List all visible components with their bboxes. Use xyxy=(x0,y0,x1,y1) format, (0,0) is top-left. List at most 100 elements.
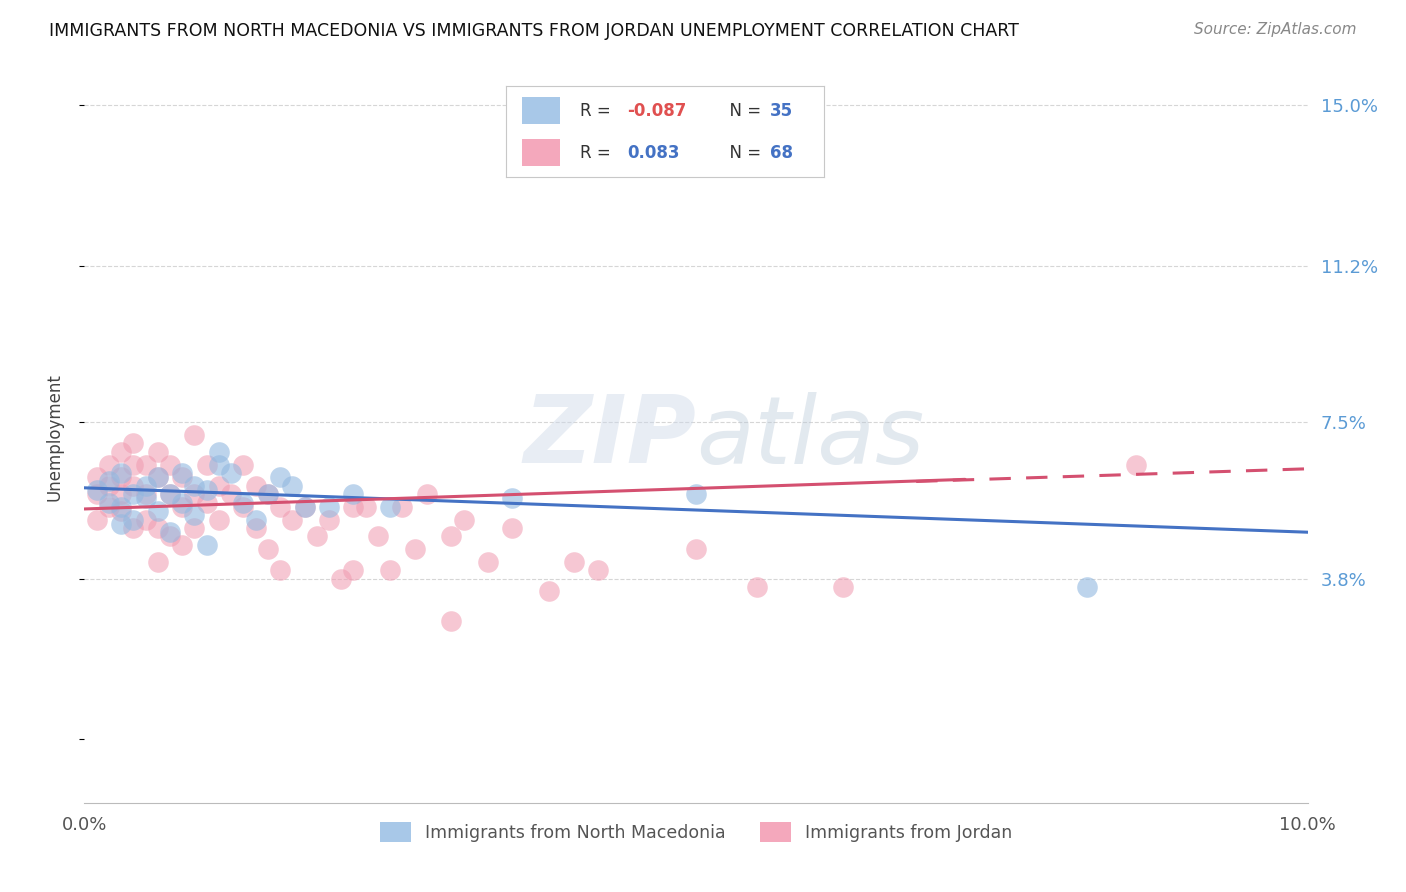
Point xyxy=(245,479,267,493)
Point xyxy=(135,512,157,526)
Point xyxy=(257,542,280,557)
Point xyxy=(245,521,267,535)
Point xyxy=(97,495,120,509)
Point xyxy=(562,555,585,569)
Point xyxy=(685,542,707,557)
Point xyxy=(159,487,181,501)
Point xyxy=(831,580,853,594)
Point xyxy=(146,521,169,535)
Point xyxy=(86,512,108,526)
Point xyxy=(1125,458,1147,472)
Point xyxy=(97,458,120,472)
Point xyxy=(685,487,707,501)
Point xyxy=(195,538,218,552)
Point xyxy=(146,470,169,484)
Point xyxy=(538,584,561,599)
Point xyxy=(440,614,463,628)
Point xyxy=(86,487,108,501)
Point xyxy=(122,521,145,535)
Point xyxy=(172,466,194,480)
Point xyxy=(122,487,145,501)
Point xyxy=(97,475,120,489)
Point xyxy=(172,538,194,552)
Point xyxy=(110,504,132,518)
Point xyxy=(219,487,242,501)
Point xyxy=(183,508,205,523)
Point xyxy=(183,428,205,442)
Point xyxy=(195,483,218,497)
Point xyxy=(219,466,242,480)
Point xyxy=(110,445,132,459)
Point xyxy=(146,555,169,569)
Point xyxy=(135,458,157,472)
Point xyxy=(183,487,205,501)
Point xyxy=(122,512,145,526)
Point xyxy=(502,491,524,506)
Point xyxy=(208,512,231,526)
Point xyxy=(159,487,181,501)
Point xyxy=(110,470,132,484)
Point xyxy=(97,479,120,493)
Point xyxy=(380,500,402,514)
Point xyxy=(586,563,609,577)
Point xyxy=(159,458,181,472)
Point xyxy=(172,495,194,509)
Point xyxy=(208,479,231,493)
Point xyxy=(146,470,169,484)
Point xyxy=(502,521,524,535)
Point xyxy=(342,487,364,501)
Point xyxy=(477,555,499,569)
Text: ZIP: ZIP xyxy=(523,391,696,483)
Point xyxy=(269,500,291,514)
Point xyxy=(110,516,132,531)
Point xyxy=(110,487,132,501)
Point xyxy=(342,563,364,577)
Point xyxy=(257,487,280,501)
Point xyxy=(747,580,769,594)
Point xyxy=(1076,580,1098,594)
Point xyxy=(367,529,389,543)
Point xyxy=(232,500,254,514)
Point xyxy=(257,487,280,501)
Point xyxy=(172,500,194,514)
Point xyxy=(269,470,291,484)
Point xyxy=(330,572,353,586)
Point xyxy=(110,466,132,480)
Point xyxy=(122,458,145,472)
Point xyxy=(294,500,316,514)
Point xyxy=(208,445,231,459)
Point xyxy=(86,470,108,484)
Point xyxy=(391,500,413,514)
Point xyxy=(416,487,439,501)
Point xyxy=(146,504,169,518)
Point xyxy=(183,479,205,493)
Legend: Immigrants from North Macedonia, Immigrants from Jordan: Immigrants from North Macedonia, Immigra… xyxy=(373,815,1019,849)
Y-axis label: Unemployment: Unemployment xyxy=(45,373,63,501)
Text: IMMIGRANTS FROM NORTH MACEDONIA VS IMMIGRANTS FROM JORDAN UNEMPLOYMENT CORRELATI: IMMIGRANTS FROM NORTH MACEDONIA VS IMMIG… xyxy=(49,22,1019,40)
Point xyxy=(318,512,340,526)
Point xyxy=(122,436,145,450)
Point xyxy=(208,458,231,472)
Point xyxy=(269,563,291,577)
Point xyxy=(135,491,157,506)
Point xyxy=(183,521,205,535)
Point xyxy=(232,458,254,472)
Point xyxy=(146,445,169,459)
Point xyxy=(318,500,340,514)
Point xyxy=(86,483,108,497)
Point xyxy=(195,458,218,472)
Text: atlas: atlas xyxy=(696,392,924,483)
Point xyxy=(97,500,120,514)
Point xyxy=(135,479,157,493)
Point xyxy=(294,500,316,514)
Text: Source: ZipAtlas.com: Source: ZipAtlas.com xyxy=(1194,22,1357,37)
Point xyxy=(453,512,475,526)
Point xyxy=(159,525,181,540)
Point xyxy=(232,495,254,509)
Point xyxy=(404,542,426,557)
Point xyxy=(195,495,218,509)
Point xyxy=(172,470,194,484)
Point xyxy=(305,529,328,543)
Point xyxy=(440,529,463,543)
Point xyxy=(354,500,377,514)
